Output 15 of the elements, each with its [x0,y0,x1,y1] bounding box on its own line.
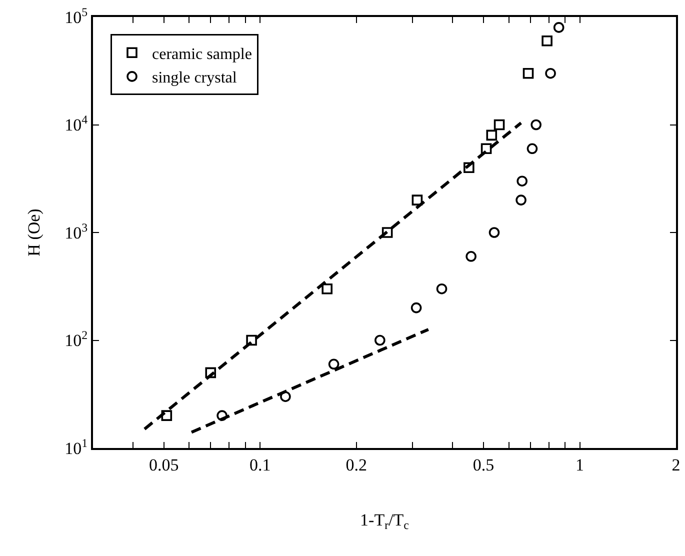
x-tick-label: 2 [672,455,680,474]
legend-label: ceramic sample [152,46,252,63]
y-tick-label: 10$^{3}$ [64,220,88,242]
x-tick-label: 0.05 [149,455,179,474]
x-tick-label: 1 [576,455,584,474]
y-tick-label: 10$^{4}$ [64,112,88,135]
x-tick-label: 0.2 [346,455,367,474]
x-tick-label: 0.5 [472,455,494,474]
y-tick-label: 10$^{2}$ [64,328,88,350]
y-tick-label: 10$^{1}$ [64,436,88,458]
x-axis-title: 1-T$_{r}$/T$_{c}$ [360,510,409,532]
y-axis-title: H (Oe) [24,208,44,256]
legend-label: single crystal [152,70,238,87]
y-tick-label: 10$^{5}$ [64,4,88,27]
x-tick-label: 0.1 [250,455,271,474]
